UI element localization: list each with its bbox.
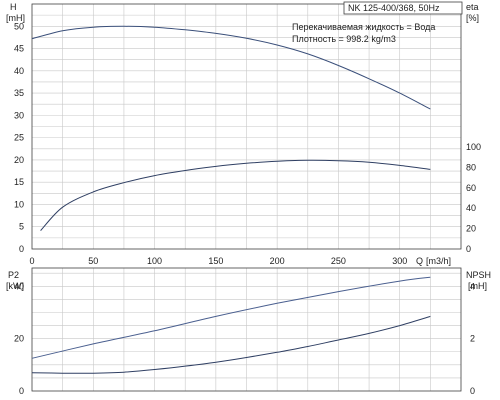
eta-tick-label: 80 — [466, 162, 476, 172]
eta-axis-unit: [%] — [466, 13, 479, 23]
q-tick-label: 50 — [88, 256, 98, 266]
q-tick-label: 300 — [392, 256, 407, 266]
q-tick-label: 150 — [208, 256, 223, 266]
fluid-info: Перекачиваемая жидкость = Вода — [292, 22, 435, 32]
h-tick-label: 30 — [14, 110, 24, 120]
h-axis-unit: [mH] — [6, 13, 25, 23]
npsh-tick-label: 4 — [470, 281, 475, 291]
bottom-plot-frame — [31, 267, 462, 392]
h-tick-label: 25 — [14, 133, 24, 143]
npsh-curve — [31, 315, 431, 374]
header-box: NK 125-400/368, 50Hz Перекачиваемая жидк… — [292, 1, 463, 44]
eta-curve — [40, 159, 431, 231]
h-tick-label: 5 — [19, 222, 24, 232]
p2-tick-label: 20 — [14, 334, 24, 344]
q-axis-label: Q — [416, 256, 423, 266]
curves — [31, 25, 431, 374]
eta-tick-label: 20 — [466, 224, 476, 234]
h-axis-label: H — [10, 2, 17, 12]
h-tick-label: 40 — [14, 66, 24, 76]
q-tick-label: 0 — [29, 256, 34, 266]
p2-axis-unit: [kW] — [6, 281, 24, 291]
p2-curve — [31, 276, 431, 359]
q-tick-label: 100 — [147, 256, 162, 266]
h-tick-label: 45 — [14, 44, 24, 54]
q-tick-label: 200 — [270, 256, 285, 266]
h-tick-label: 10 — [14, 199, 24, 209]
chart-title: NK 125-400/368, 50Hz — [348, 3, 440, 13]
p2-tick-label: 0 — [19, 386, 24, 396]
p2-tick-label: 40 — [14, 281, 24, 291]
h-tick-label: 20 — [14, 155, 24, 165]
npsh-tick-label: 0 — [470, 386, 475, 396]
top-plot-frame — [31, 3, 462, 250]
grid-lines — [32, 4, 461, 391]
npsh-tick-label: 2 — [470, 334, 475, 344]
eta-tick-label: 40 — [466, 203, 476, 213]
h-tick-label: 35 — [14, 88, 24, 98]
q-axis-unit: [m3/h] — [426, 256, 451, 266]
h-tick-label: 0 — [19, 244, 24, 254]
eta-tick-label: 100 — [466, 142, 481, 152]
q-tick-label: 250 — [331, 256, 346, 266]
npsh-axis-label: NPSH — [466, 270, 491, 280]
eta-tick-label: 60 — [466, 183, 476, 193]
eta-tick-label: 0 — [466, 244, 471, 254]
density-info: Плотность = 998.2 kg/m3 — [292, 34, 396, 44]
npsh-axis-unit: [mH] — [468, 281, 487, 291]
eta-axis-label: eta — [466, 2, 479, 12]
p2-axis-label: P2 — [8, 270, 19, 280]
h-tick-label: 50 — [14, 21, 24, 31]
plot-frames — [31, 3, 462, 392]
h-tick-label: 15 — [14, 177, 24, 187]
h-curve — [31, 25, 431, 110]
